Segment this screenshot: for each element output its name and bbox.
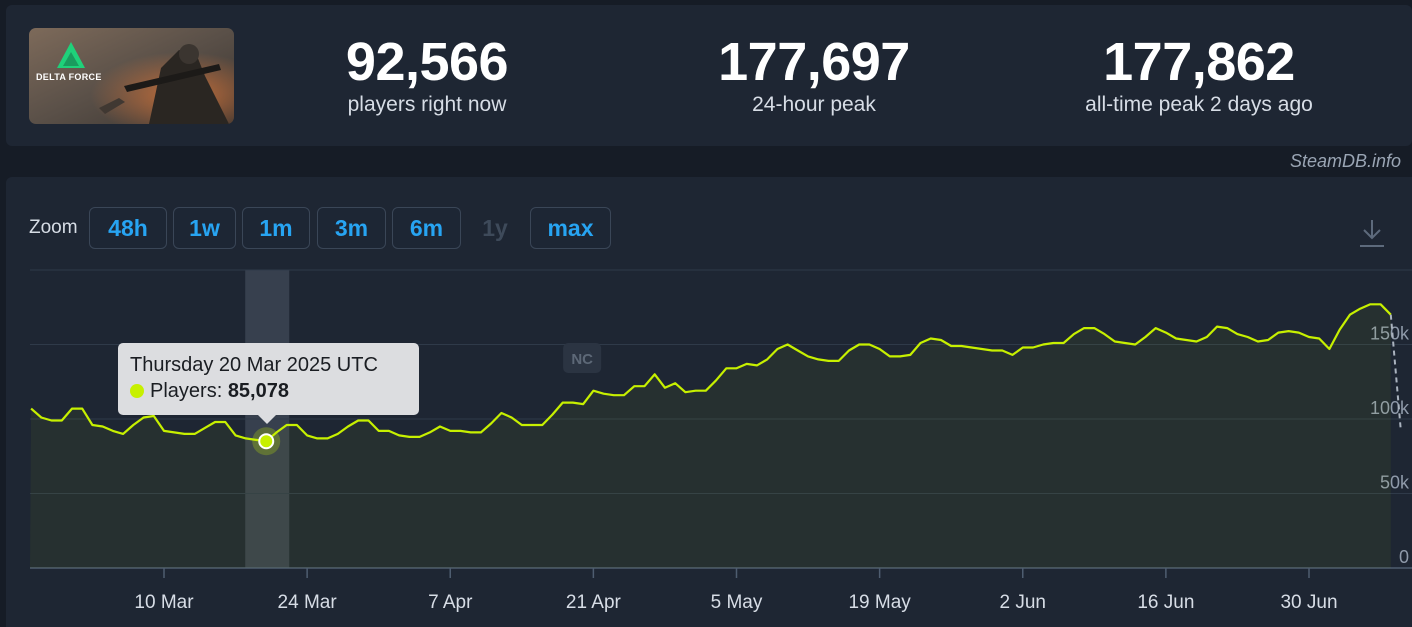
all-time-peak-value: 177,862 xyxy=(1103,32,1295,92)
zoom-1w-button[interactable]: 1w xyxy=(173,207,236,249)
x-tick-label: 7 Apr xyxy=(428,592,473,613)
current-players-value: 92,566 xyxy=(345,32,509,92)
steamdb-credit[interactable]: SteamDB.info xyxy=(1290,151,1402,171)
x-tick-label: 19 May xyxy=(848,592,911,613)
partial-day-tail xyxy=(1389,314,1402,431)
player-count-chart[interactable]: 0 50k 100k 150k 10 Mar 24 Mar 7 Apr 21 Apr 5 May… xyxy=(6,177,1412,627)
y-tick-label: 50k xyxy=(1380,472,1410,492)
zoom-max-button[interactable]: max xyxy=(530,207,611,249)
x-tick-label: 24 Mar xyxy=(278,592,338,613)
peak-24h-value: 177,697 xyxy=(718,32,910,92)
tooltip-row: Players: 85,078 xyxy=(130,380,407,403)
stat-24h-peak: 177,697 24-hour peak xyxy=(654,33,974,117)
game-artwork xyxy=(29,28,234,124)
x-tick-label: 21 Apr xyxy=(566,592,622,613)
zoom-48h-button[interactable]: 48h xyxy=(89,207,167,249)
chart-tooltip: Thursday 20 Mar 2025 UTC Players: 85,078 xyxy=(118,343,419,424)
y-tick-label: 150k xyxy=(1370,323,1410,343)
tooltip-arrow xyxy=(258,415,276,424)
peak-24h-label: 24-hour peak xyxy=(752,93,876,116)
stat-current-players: 92,566 players right now xyxy=(267,33,587,117)
download-icon[interactable] xyxy=(1358,217,1386,254)
nc-annotation-label: NC xyxy=(571,351,593,368)
current-players-label: players right now xyxy=(347,93,507,116)
x-tick-label: 16 Jun xyxy=(1137,592,1194,613)
all-time-peak-label: all-time peak 2 days ago xyxy=(1085,93,1313,116)
series-line xyxy=(30,303,1392,443)
hover-point xyxy=(258,433,275,450)
tooltip-series-label: Players: xyxy=(150,380,223,402)
zoom-1y-button: 1y xyxy=(468,207,522,249)
tooltip-value: 85,078 xyxy=(227,380,289,402)
nc-annotation xyxy=(563,343,602,373)
zoom-1m-button[interactable]: 1m xyxy=(242,207,310,249)
zoom-3m-button[interactable]: 3m xyxy=(317,207,386,249)
y-tick-label: 100k xyxy=(1370,398,1410,418)
stat-all-time-peak: 177,862 all-time peak 2 days ago xyxy=(1039,33,1359,117)
zoom-label: Zoom xyxy=(29,217,78,238)
zoom-6m-button[interactable]: 6m xyxy=(392,207,461,249)
tooltip-date: Thursday 20 Mar 2025 UTC xyxy=(130,354,378,376)
series-area xyxy=(30,304,1391,568)
game-thumbnail[interactable]: DELTA FORCE xyxy=(29,28,234,124)
game-logo-text: DELTA FORCE xyxy=(36,72,102,82)
x-tick-label: 5 May xyxy=(711,592,763,613)
chart-panel: Zoom 48h 1w 1m 3m 6m 1y max 0 50k 100k 150k… xyxy=(6,177,1412,627)
x-tick-label: 30 Jun xyxy=(1280,592,1337,613)
stats-panel: DELTA FORCE 92,566 players right now 177… xyxy=(6,5,1412,146)
x-tick-label: 10 Mar xyxy=(134,592,194,613)
y-tick-label: 0 xyxy=(1399,547,1409,567)
x-tick-label: 2 Jun xyxy=(1000,592,1046,613)
series-dot-icon xyxy=(130,384,144,398)
